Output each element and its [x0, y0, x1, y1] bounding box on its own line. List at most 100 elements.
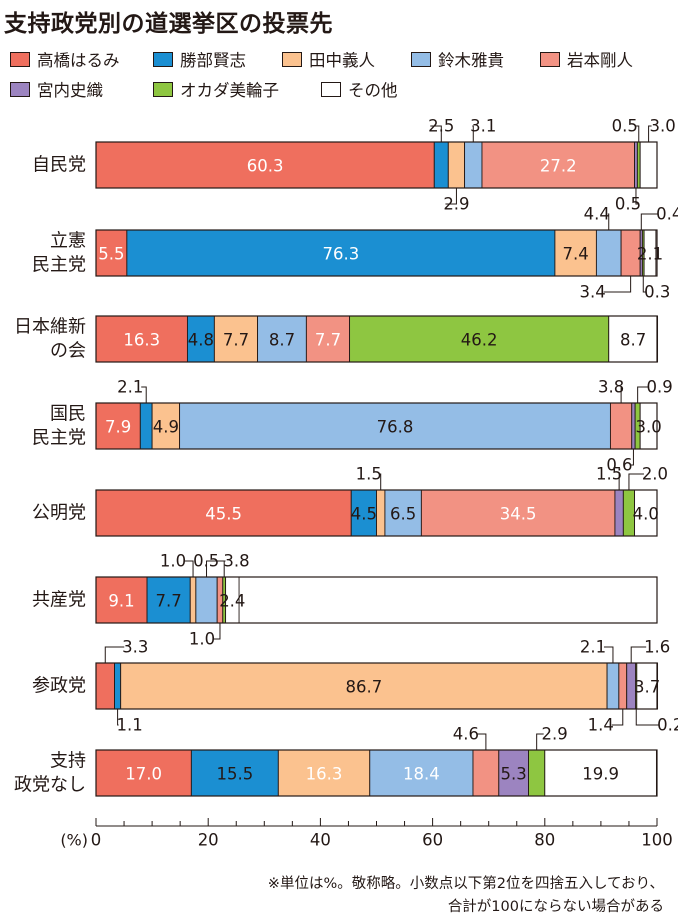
leader-line [630, 449, 634, 466]
bar-segment [595, 229, 622, 277]
data-label: 0.5 [615, 195, 641, 214]
data-label: 1.0 [189, 630, 215, 649]
data-label: 60.3 [247, 157, 284, 176]
legend-item-miyauchi: 宮内史織 [10, 77, 153, 101]
legend-swatch [153, 51, 173, 67]
legend-item-tanaka: 田中義人 [282, 47, 411, 71]
data-label: 3.8 [223, 552, 249, 571]
legend-swatch [10, 81, 30, 97]
leader-line [635, 125, 640, 142]
leader-line [536, 733, 544, 750]
data-label: 3.4 [580, 283, 606, 302]
legend-swatch [153, 81, 173, 97]
data-label: 0.9 [647, 378, 673, 397]
data-label: 7.7 [223, 331, 249, 350]
leader-line [141, 386, 147, 403]
data-label: 0.5 [612, 117, 638, 136]
legend-row-2: 宮内史織 オカダ美輪子 その他 [10, 74, 675, 104]
bar-frame [95, 749, 658, 797]
legend-swatch [282, 51, 302, 67]
bar-segment [213, 315, 259, 363]
legend-item-suzuki: 鈴木雅貴 [411, 47, 540, 71]
bar-segment [447, 141, 466, 189]
bar-segment [481, 141, 636, 189]
data-label: 7.7 [156, 592, 182, 611]
bar-segment [498, 749, 529, 797]
data-label: 7.7 [315, 331, 341, 350]
data-label: 1.5 [356, 465, 382, 484]
x-tick-label: 40 [310, 831, 331, 850]
chart-title: 支持政党別の道選挙区の投票先 [4, 11, 333, 37]
bar-segment [277, 749, 371, 797]
data-label: 27.2 [540, 157, 577, 176]
leader-line [648, 125, 652, 142]
category-label: の会 [50, 341, 86, 362]
bar-segment [472, 749, 500, 797]
legend-item-iwamoto: 岩本剛人 [540, 47, 669, 71]
data-label: 3.0 [649, 117, 675, 136]
data-label: 1.4 [588, 716, 614, 735]
legend-label: 宮内史織 [37, 81, 103, 100]
data-label: 0.2 [657, 716, 678, 735]
bar-segment [464, 141, 483, 189]
bar-segment [614, 489, 624, 537]
category-label: 国民 [50, 404, 86, 425]
data-label: 34.5 [500, 505, 537, 524]
data-label: 0.6 [606, 456, 632, 475]
legend-label: 鈴木雅貴 [438, 51, 504, 70]
legend-item-takahashi: 高橋はるみ [10, 47, 153, 71]
data-label: 2.9 [542, 725, 568, 744]
bar-segment [639, 141, 658, 189]
legend-label: その他 [348, 81, 398, 100]
bar-segment [114, 662, 122, 710]
data-label: 8.7 [620, 331, 646, 350]
legend-item-other: その他 [321, 77, 464, 101]
data-label: 8.7 [269, 331, 295, 350]
data-label: 7.4 [563, 245, 589, 264]
leader-line [637, 386, 649, 403]
bar-frame [95, 229, 658, 277]
data-label: 4.0 [633, 505, 659, 524]
bar-segment [95, 662, 115, 710]
leader-line [628, 473, 644, 490]
category-label: 民主党 [32, 428, 86, 449]
data-label: 86.7 [346, 678, 383, 697]
data-label: 4.6 [453, 725, 479, 744]
leader-line [620, 386, 623, 403]
legend-label: 高橋はるみ [37, 51, 120, 70]
legend-label: 岩本剛人 [567, 51, 633, 70]
bar-segment [95, 576, 148, 624]
leader-line [603, 646, 614, 663]
bar-segment [369, 749, 474, 797]
bar-segment [420, 489, 616, 537]
bar-frame [95, 141, 658, 189]
bar-segment [376, 489, 386, 537]
data-label: 3.8 [598, 378, 624, 397]
leader-line [104, 646, 125, 663]
legend-item-katsube: 勝部賢志 [153, 47, 282, 71]
bar-segment [195, 576, 218, 624]
data-label: 2.9 [443, 195, 469, 214]
data-label: 5.3 [501, 765, 527, 784]
data-label: 0.5 [193, 552, 219, 571]
data-label: 3.0 [635, 418, 661, 437]
leader-line [635, 709, 660, 726]
legend-swatch [411, 51, 431, 67]
data-label: 76.3 [323, 245, 360, 264]
category-label: 政党なし [14, 775, 86, 796]
bar-segment [95, 315, 188, 363]
legend: 高橋はるみ 勝部賢志 田中義人 鈴木雅貴 岩本剛人 宮内史織 オカダ美輪子 その… [10, 44, 675, 104]
bar-segment [384, 489, 422, 537]
data-label: 45.5 [205, 505, 242, 524]
data-label: 4.8 [188, 331, 214, 350]
bar-segment [528, 749, 546, 797]
leader-line [642, 276, 647, 293]
leader-line [618, 473, 621, 490]
legend-row-1: 高橋はるみ 勝部賢志 田中義人 鈴木雅貴 岩本剛人 [10, 44, 675, 74]
data-label: 0.4 [656, 205, 678, 224]
data-label: 2.1 [637, 245, 663, 264]
data-label: 1.0 [160, 552, 186, 571]
x-tick-label: 0 [91, 831, 102, 850]
legend-swatch [10, 51, 30, 67]
